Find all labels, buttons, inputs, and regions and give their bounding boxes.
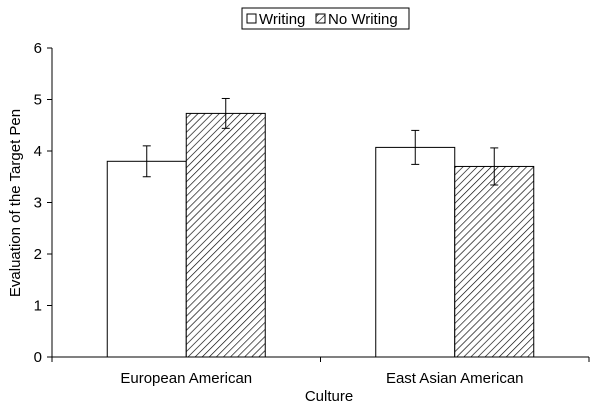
y-axis-label: Evaluation of the Target Pen (7, 109, 24, 297)
y-tick-label: 3 (34, 195, 42, 212)
y-tick-label: 5 (34, 92, 42, 109)
y-tick-label: 6 (34, 40, 42, 57)
legend-swatch-writing (246, 13, 257, 24)
y-tick-label: 2 (34, 246, 42, 263)
legend-label-writing: Writing (259, 11, 305, 28)
x-tick-label: East Asian American (386, 370, 524, 387)
y-tick-label: 4 (34, 143, 42, 160)
bar (106, 160, 187, 358)
y-tick-label: 1 (34, 298, 42, 315)
plot-area: 0 1 2 3 4 5 6 European American East Asian Ameri… (34, 40, 590, 387)
x-tick-label: European American (120, 370, 252, 387)
bar (375, 146, 456, 358)
x-axis-label: Culture (305, 388, 353, 405)
y-tick-label: 0 (34, 349, 42, 366)
bar (185, 112, 266, 358)
legend-label-no-writing: No Writing (328, 11, 398, 28)
legend-swatch-no-writing (315, 13, 326, 24)
bar (454, 165, 535, 358)
legend: Writing No Writing (241, 7, 410, 30)
